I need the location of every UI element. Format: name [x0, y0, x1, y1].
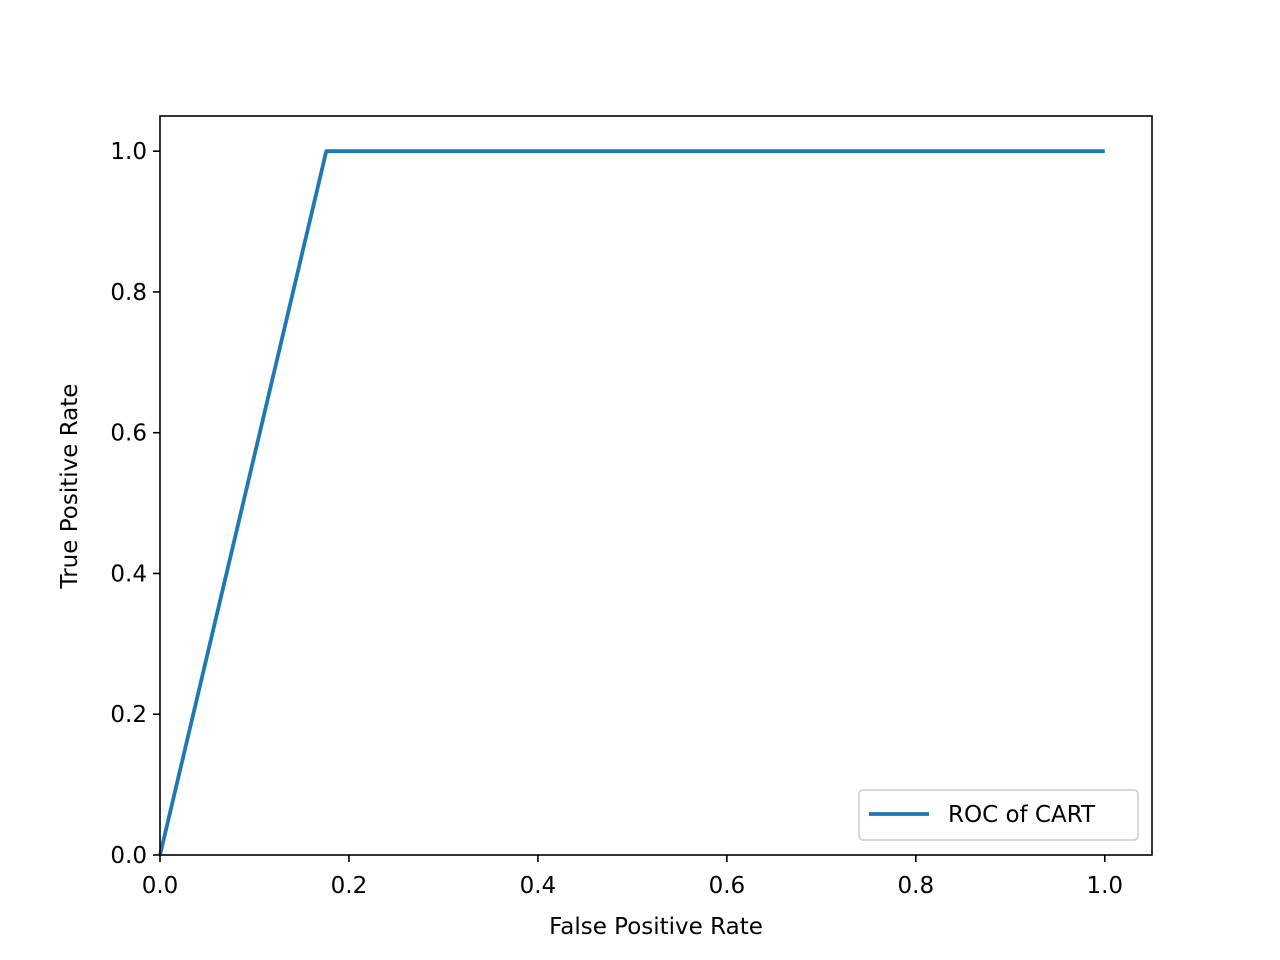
y-tick-label: 1.0 — [110, 139, 147, 165]
y-tick-label: 0.0 — [110, 843, 147, 869]
x-tick-label: 1.0 — [1086, 873, 1123, 899]
y-tick-label: 0.4 — [110, 561, 147, 587]
x-tick-label: 0.6 — [709, 873, 746, 899]
x-tick-label: 0.8 — [898, 873, 935, 899]
series-layer — [158, 149, 1105, 856]
x-axis-ticks: 0.0 0.2 0.4 0.6 0.8 1.0 — [142, 855, 1123, 899]
y-axis-label: True Positive Rate — [57, 384, 83, 590]
x-tick-label: 0.4 — [520, 873, 557, 899]
x-tick-label: 0.0 — [142, 873, 179, 899]
series-line-0 — [158, 149, 1105, 856]
y-axis-ticks: 0.0 0.2 0.4 0.6 0.8 1.0 — [110, 139, 160, 869]
x-axis-label: False Positive Rate — [549, 914, 763, 940]
x-tick-label: 0.2 — [331, 873, 368, 899]
legend-box — [858, 789, 1139, 841]
legend-label: ROC of CART — [948, 802, 1096, 828]
y-tick-label: 0.2 — [110, 702, 147, 728]
legend: ROC of CART — [858, 789, 1139, 841]
y-tick-label: 0.6 — [110, 421, 147, 447]
plot-frame — [159, 115, 1153, 856]
plot-area — [160, 116, 1152, 855]
y-tick-label: 0.8 — [110, 280, 147, 306]
